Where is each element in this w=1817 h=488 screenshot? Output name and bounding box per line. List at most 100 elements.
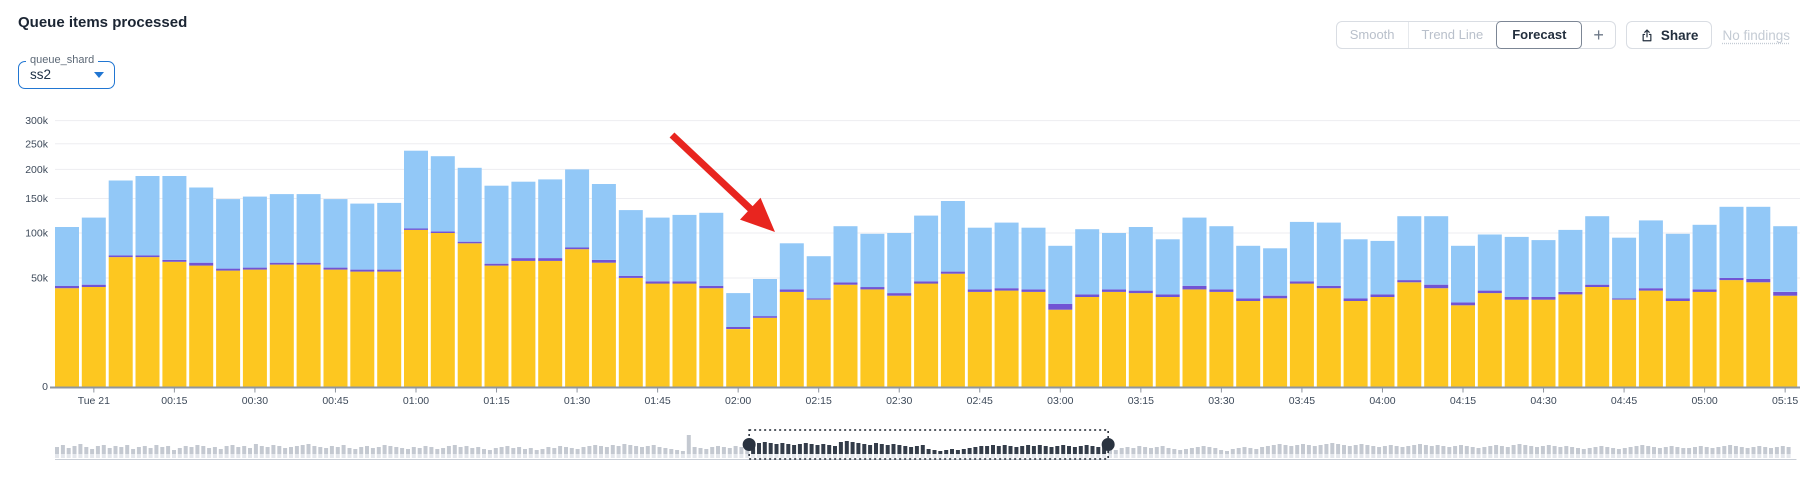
bar-segment-yellow[interactable]: [779, 291, 804, 387]
bar-segment-yellow[interactable]: [377, 271, 402, 387]
bar-segment-yellow[interactable]: [1612, 299, 1637, 387]
bar-segment-sky[interactable]: [484, 185, 509, 264]
no-findings-link[interactable]: No findings: [1722, 27, 1790, 43]
bar-segment-purple[interactable]: [914, 281, 939, 284]
bar-segment-purple[interactable]: [1370, 294, 1395, 297]
bar-segment-sky[interactable]: [1182, 217, 1207, 286]
bar-segment-sky[interactable]: [565, 169, 590, 248]
bar-segment-sky[interactable]: [1343, 239, 1368, 299]
bar-segment-sky[interactable]: [1102, 233, 1126, 290]
bar-segment-sky[interactable]: [1719, 206, 1744, 278]
bar-segment-purple[interactable]: [1236, 298, 1261, 301]
bar-segment-sky[interactable]: [1424, 216, 1449, 285]
bar-segment-sky[interactable]: [1128, 227, 1153, 291]
add-overlay-button[interactable]: +: [1593, 25, 1604, 45]
bar-segment-purple[interactable]: [55, 285, 79, 289]
bar-segment-yellow[interactable]: [806, 299, 831, 387]
bar-segment-yellow[interactable]: [699, 288, 724, 387]
bar-segment-purple[interactable]: [1558, 291, 1583, 295]
bar-segment-sky[interactable]: [940, 201, 965, 272]
bar-segment-sky[interactable]: [242, 196, 267, 268]
bar-segment-sky[interactable]: [1289, 221, 1314, 282]
bar-segment-sky[interactable]: [645, 217, 670, 282]
bar-segment-yellow[interactable]: [296, 264, 321, 387]
bar-segment-sky[interactable]: [377, 202, 402, 270]
bar-segment-purple[interactable]: [1343, 298, 1368, 301]
bar-segment-yellow[interactable]: [1048, 309, 1073, 387]
bar-segment-purple[interactable]: [1289, 281, 1314, 284]
bar-segment-purple[interactable]: [1612, 298, 1637, 300]
bar-segment-purple[interactable]: [404, 228, 428, 230]
bar-segment-purple[interactable]: [1128, 290, 1153, 294]
bar-segment-purple[interactable]: [618, 275, 643, 278]
bar-segment-purple[interactable]: [726, 327, 751, 329]
bar-segment-yellow[interactable]: [1585, 287, 1610, 387]
bar-segment-purple[interactable]: [779, 289, 804, 292]
bar-segment-purple[interactable]: [887, 293, 912, 296]
bar-segment-yellow[interactable]: [323, 269, 348, 387]
bar-segment-yellow[interactable]: [1504, 299, 1529, 387]
bar-segment-purple[interactable]: [1397, 280, 1422, 283]
bar-segment-purple[interactable]: [565, 247, 590, 250]
bar-segment-purple[interactable]: [940, 271, 965, 274]
bar-segment-purple[interactable]: [1048, 303, 1073, 310]
bar-segment-yellow[interactable]: [430, 233, 455, 387]
bar-segment-yellow[interactable]: [1719, 280, 1744, 387]
bar-segment-yellow[interactable]: [189, 265, 214, 387]
bar-segment-purple[interactable]: [457, 241, 482, 244]
bar-segment-yellow[interactable]: [1746, 282, 1771, 387]
bar-segment-sky[interactable]: [1773, 226, 1798, 292]
bar-segment-sky[interactable]: [860, 233, 885, 288]
bar-segment-sky[interactable]: [1692, 224, 1717, 290]
share-button[interactable]: Share: [1625, 21, 1713, 49]
bar-segment-yellow[interactable]: [833, 284, 858, 387]
bar-segment-purple[interactable]: [806, 298, 831, 300]
bar-segment-sky[interactable]: [1585, 216, 1610, 285]
smooth-button[interactable]: Smooth: [1349, 27, 1395, 42]
bar-segment-purple[interactable]: [216, 268, 241, 271]
bar-segment-yellow[interactable]: [269, 264, 294, 387]
bar-segment-yellow[interactable]: [1209, 291, 1234, 387]
bar-segment-yellow[interactable]: [940, 273, 965, 387]
bar-segment-yellow[interactable]: [1128, 293, 1153, 387]
bar-segment-sky[interactable]: [887, 233, 912, 294]
minimap-selection-left-handle[interactable]: [742, 438, 756, 451]
bar-segment-sky[interactable]: [1048, 245, 1073, 304]
bar-segment-purple[interactable]: [833, 282, 858, 285]
bar-segment-purple[interactable]: [377, 269, 402, 272]
bar-segment-purple[interactable]: [994, 288, 1019, 291]
bar-segment-purple[interactable]: [1638, 288, 1663, 291]
bar-segment-sky[interactable]: [1021, 227, 1046, 290]
bar-segment-yellow[interactable]: [565, 249, 590, 387]
bar-segment-sky[interactable]: [1236, 245, 1261, 299]
bar-segment-sky[interactable]: [1263, 248, 1288, 296]
bar-segment-purple[interactable]: [511, 258, 536, 261]
bar-segment-purple[interactable]: [1665, 298, 1690, 301]
bar-segment-sky[interactable]: [994, 222, 1019, 289]
bar-segment-yellow[interactable]: [135, 257, 160, 387]
minimap-selection-right-handle[interactable]: [1101, 438, 1115, 451]
bar-segment-sky[interactable]: [618, 210, 643, 276]
bar-segment-yellow[interactable]: [1289, 283, 1314, 387]
bar-segment-yellow[interactable]: [914, 283, 939, 387]
bar-segment-purple[interactable]: [296, 262, 321, 265]
bar-segment-sky[interactable]: [726, 293, 751, 327]
bar-segment-sky[interactable]: [672, 214, 697, 282]
bar-segment-sky[interactable]: [1638, 220, 1663, 289]
bar-segment-sky[interactable]: [1504, 236, 1529, 297]
bar-segment-yellow[interactable]: [1692, 291, 1717, 387]
bar-segment-yellow[interactable]: [1558, 294, 1583, 387]
bar-segment-purple[interactable]: [350, 269, 375, 272]
bar-segment-purple[interactable]: [645, 281, 670, 284]
bar-segment-sky[interactable]: [1477, 234, 1502, 291]
bar-segment-purple[interactable]: [1102, 289, 1126, 292]
bar-segment-purple[interactable]: [1209, 289, 1234, 292]
bar-segment-purple[interactable]: [1424, 284, 1449, 289]
bar-segment-purple[interactable]: [1451, 302, 1475, 306]
bar-segment-yellow[interactable]: [618, 277, 643, 387]
bar-segment-sky[interactable]: [1397, 216, 1422, 281]
bar-segment-purple[interactable]: [860, 287, 885, 290]
bar-segment-sky[interactable]: [511, 181, 536, 259]
bar-segment-purple[interactable]: [967, 289, 992, 292]
bar-segment-yellow[interactable]: [55, 288, 79, 387]
